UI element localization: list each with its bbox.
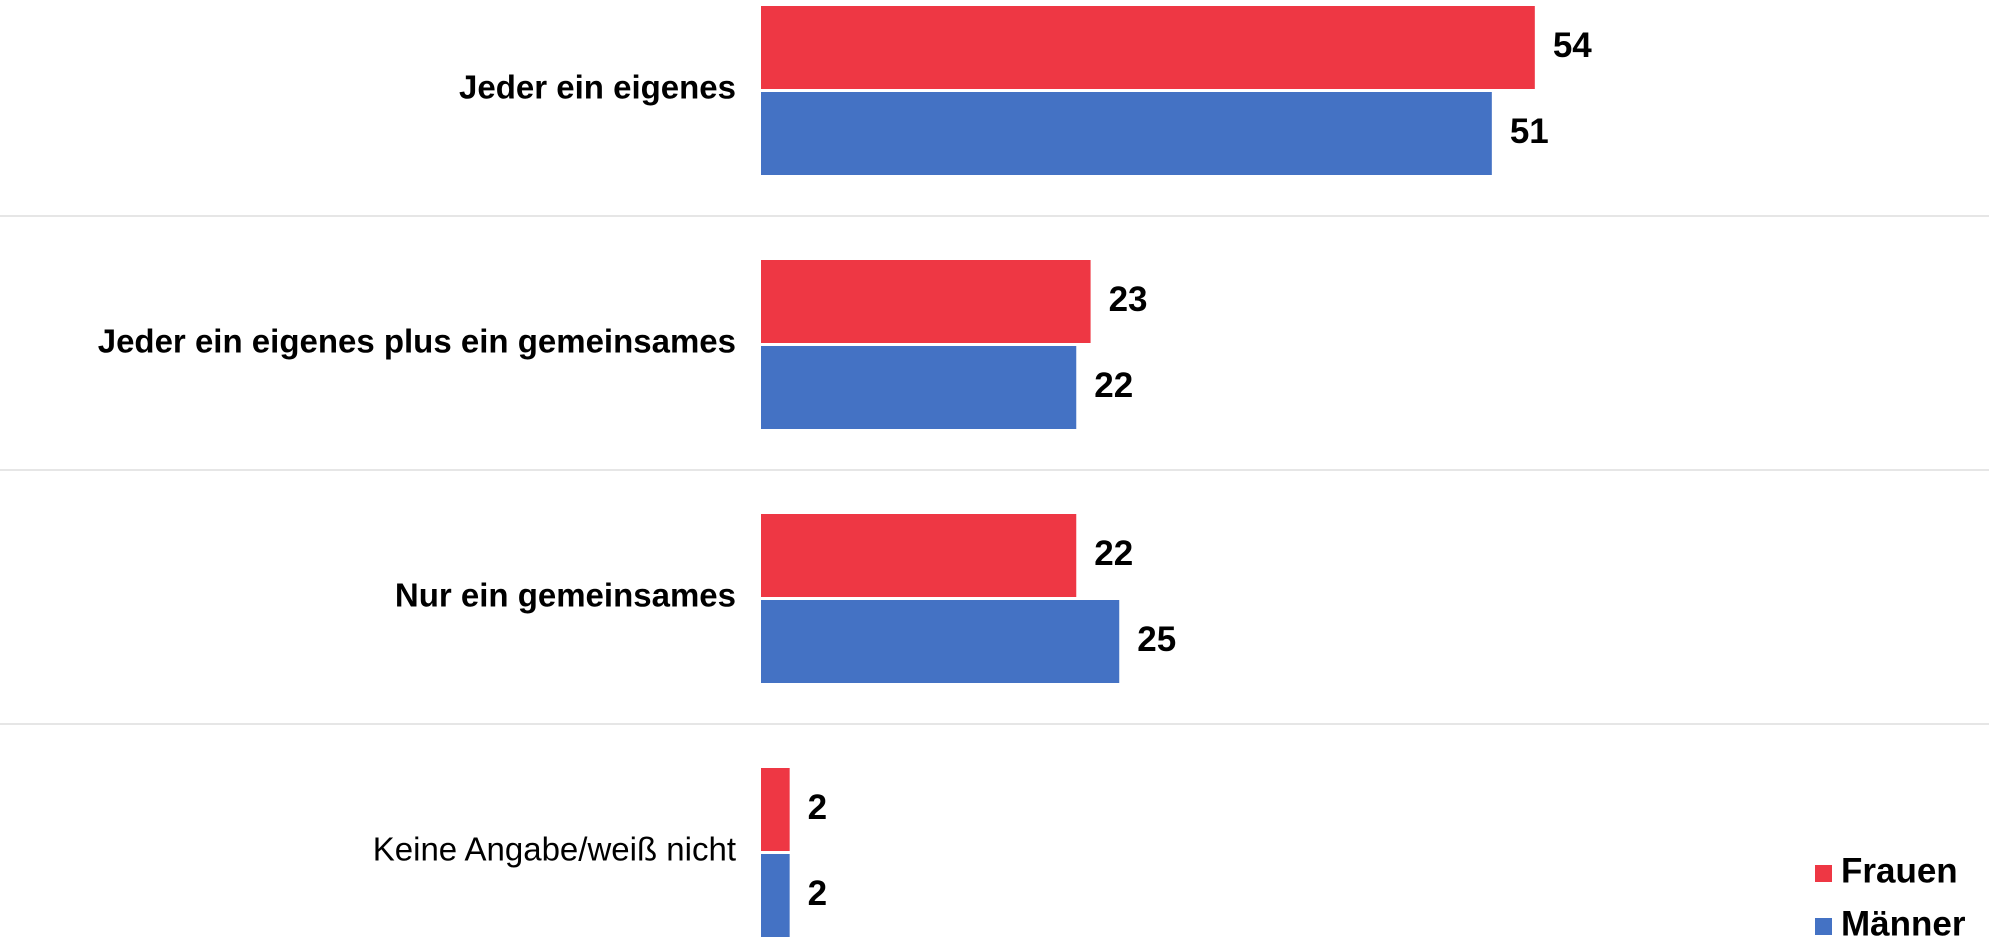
bar xyxy=(761,260,1091,343)
value-label: 22 xyxy=(1094,534,1133,573)
bar xyxy=(761,514,1077,597)
legend-label: Männer xyxy=(1841,904,1966,940)
value-label: 2 xyxy=(808,788,827,827)
value-label: 22 xyxy=(1094,366,1133,405)
legend-swatch xyxy=(1815,918,1832,935)
category-label: Nur ein gemeinsames xyxy=(395,577,736,614)
value-label: 25 xyxy=(1137,620,1176,659)
category-label: Jeder ein eigenes plus ein gemeinsames xyxy=(98,323,736,360)
category-label: Jeder ein eigenes xyxy=(459,69,736,106)
value-label: 2 xyxy=(808,874,827,913)
bar xyxy=(761,854,790,937)
category-label: Keine Angabe/weiß nicht xyxy=(373,831,736,868)
bar xyxy=(761,6,1535,89)
bar xyxy=(761,600,1120,683)
bar xyxy=(761,768,790,851)
value-label: 51 xyxy=(1510,112,1549,151)
legend-swatch xyxy=(1815,865,1832,882)
bar xyxy=(761,92,1492,175)
value-label: 23 xyxy=(1109,280,1148,319)
legend-label: Frauen xyxy=(1841,851,1958,890)
value-label: 54 xyxy=(1553,26,1592,65)
bar xyxy=(761,346,1077,429)
